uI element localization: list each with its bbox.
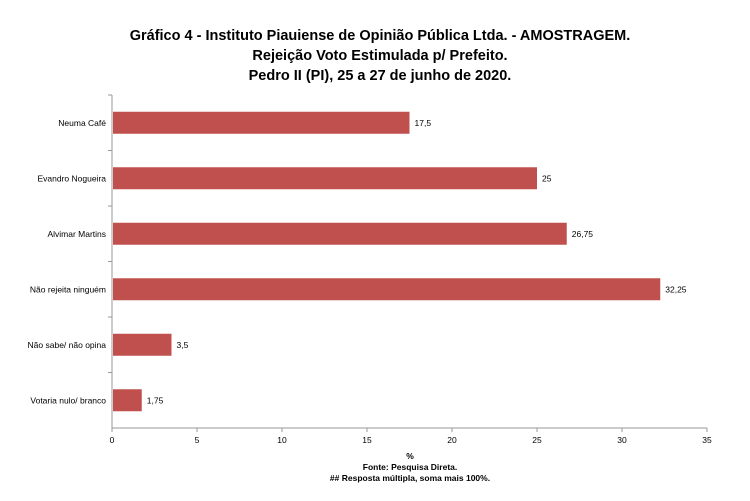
title-line-3: Pedro II (PI), 25 a 27 de junho de 2020. [248,68,512,84]
x-tick-label: 0 [110,435,115,445]
data-label: 17,5 [415,118,432,128]
x-tick-label: 15 [362,435,372,445]
x-tick-label: 5 [195,435,200,445]
data-label: 1,75 [147,395,164,405]
data-label: 3,5 [177,340,189,350]
x-tick-label: 25 [532,435,542,445]
category-label: Evandro Nogueira [37,173,106,183]
category-label: Alvimar Martins [47,229,106,239]
title-line-1: Gráfico 4 - Instituto Piauiense de Opini… [129,28,631,44]
bar [113,167,537,190]
data-label: 25 [542,173,552,183]
bar [113,389,142,412]
multiple-response-note: ## Resposta múltipla, soma mais 100%. [329,473,491,483]
bar [113,111,410,134]
category-label: Neuma Café [58,118,106,128]
x-tick-label: 20 [447,435,457,445]
bar [113,222,567,245]
bar [113,278,661,301]
category-label: Votaria nulo/ branco [30,395,106,405]
x-tick-label: 35 [702,435,712,445]
category-label: Não rejeita ninguém [30,284,106,294]
chart-title: Gráfico 4 - Instituto Piauiense de Opini… [0,26,750,86]
source-note: Fonte: Pesquisa Direta. [362,462,458,472]
category-label: Não sabe/ não opina [28,340,107,350]
data-label: 32,25 [665,284,687,294]
data-label: 26,75 [572,229,594,239]
x-axis-label: % [406,451,414,461]
bar [113,333,172,356]
title-line-2: Rejeição Voto Estimulada p/ Prefeito. [252,48,508,64]
x-tick-label: 30 [617,435,627,445]
x-tick-label: 10 [277,435,287,445]
